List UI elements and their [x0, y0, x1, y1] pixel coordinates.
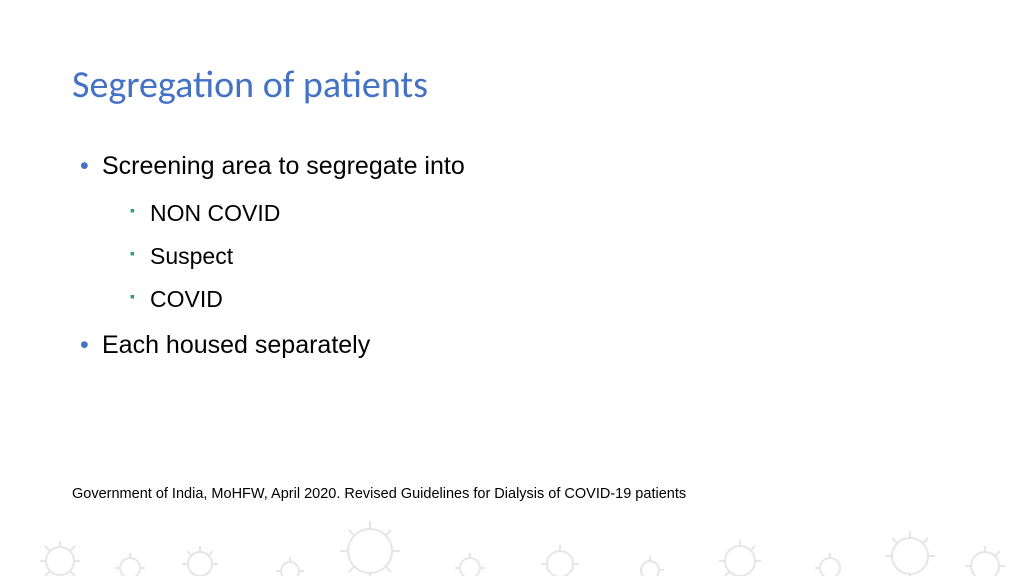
list-item-text: Each housed separately — [102, 331, 370, 359]
sub-list-item-text: COVID — [150, 286, 223, 312]
slide-title: Segregation of patients — [72, 62, 952, 108]
virus-decor-icon — [0, 506, 1024, 576]
sub-list-item: Suspect — [130, 241, 952, 272]
sub-list-item: COVID — [130, 284, 952, 315]
sub-list-item-text: Suspect — [150, 243, 233, 269]
bullet-list: Screening area to segregate into NON COV… — [72, 150, 952, 363]
list-item-text: Screening area to segregate into — [102, 152, 465, 180]
list-item: Each housed separately — [80, 329, 952, 363]
sub-list-item: NON COVID — [130, 198, 952, 229]
sub-list: NON COVID Suspect COVID — [102, 198, 952, 315]
footer-citation: Government of India, MoHFW, April 2020. … — [72, 486, 686, 502]
sub-list-item-text: NON COVID — [150, 200, 280, 226]
list-item: Screening area to segregate into NON COV… — [80, 150, 952, 315]
slide: Segregation of patients Screening area t… — [0, 0, 1024, 576]
